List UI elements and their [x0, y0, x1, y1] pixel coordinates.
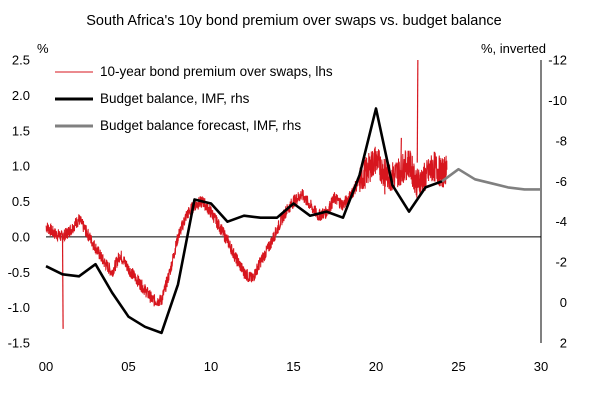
left-axis-unit-label: % [37, 41, 49, 56]
x-tick-label: 15 [286, 359, 300, 374]
right-tick-label: -8 [555, 133, 567, 148]
right-tick-label: -12 [548, 53, 567, 68]
x-tick-label: 30 [534, 359, 548, 374]
left-tick-label: 1.0 [12, 159, 30, 174]
series-line-bond-premium [45, 146, 448, 307]
bond-premium-spike [416, 59, 419, 163]
left-tick-label: -0.5 [8, 265, 30, 280]
left-tick-label: 1.5 [12, 123, 30, 138]
legend-label: Budget balance, IMF, rhs [100, 91, 250, 106]
x-tick-label: 00 [39, 359, 53, 374]
left-axis-tick-labels: 2.5 2.0 1.5 1.0 0.5 0.0 -0.5 -1.0 -1.5 [8, 53, 30, 351]
left-tick-label: 0.5 [12, 194, 30, 209]
right-tick-label: -6 [555, 174, 567, 189]
series-layer [45, 59, 541, 335]
x-tick-label: 05 [121, 359, 135, 374]
left-tick-label: -1.5 [8, 336, 30, 351]
legend-label: 10-year bond premium over swaps, lhs [100, 64, 333, 79]
left-tick-label: 0.0 [12, 229, 30, 244]
right-tick-label: 0 [560, 295, 567, 310]
x-tick-label: 20 [369, 359, 383, 374]
bond-premium-spike [383, 159, 386, 195]
left-tick-label: 2.0 [12, 88, 30, 103]
legend: 10-year bond premium over swaps, lhs Budg… [55, 64, 333, 133]
right-axis-tick-labels: -12 -10 -8 -6 -4 -2 0 2 [548, 53, 567, 351]
bond-premium-spike [400, 137, 402, 177]
series-line-budget-balance [45, 107, 443, 335]
x-tick-label: 25 [451, 359, 465, 374]
right-axis-unit-label: %, inverted [481, 41, 546, 56]
x-axis-tick-labels: 00 05 10 15 20 25 30 [39, 359, 548, 374]
x-tick-label: 10 [204, 359, 218, 374]
left-tick-label: -1.0 [8, 300, 30, 315]
right-tick-label: 2 [560, 336, 567, 351]
series-line-budget-forecast [441, 167, 541, 191]
left-tick-label: 2.5 [12, 53, 30, 68]
right-tick-label: -4 [555, 214, 567, 229]
right-tick-label: -2 [555, 255, 567, 270]
chart-title: South Africa's 10y bond premium over swa… [86, 13, 501, 29]
right-tick-label: -10 [548, 93, 567, 108]
bond-premium-spike [61, 233, 64, 329]
legend-label: Budget balance forecast, IMF, rhs [100, 118, 301, 133]
